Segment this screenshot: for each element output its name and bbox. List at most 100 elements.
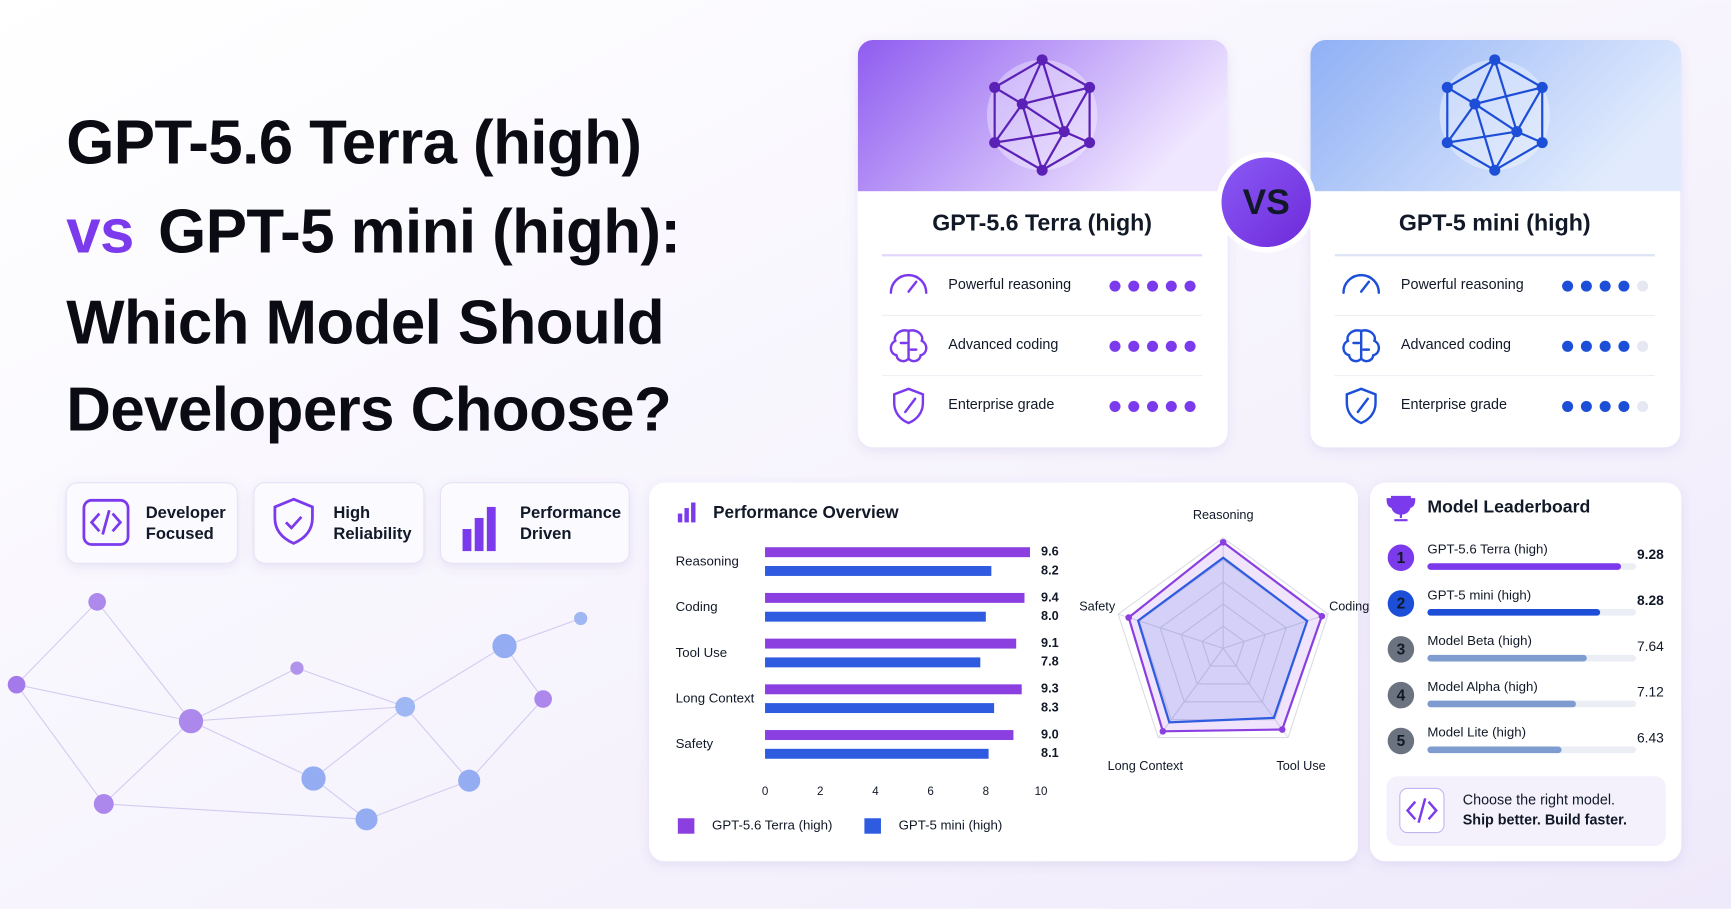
rating-dot (1562, 280, 1574, 292)
model-name: GPT-5 mini (high) (1399, 209, 1591, 235)
rating-dot (1618, 340, 1630, 352)
network-link (16, 684, 105, 805)
rating-dot-empty (1637, 400, 1649, 412)
bar (765, 730, 1014, 740)
rank-circle (1387, 636, 1415, 663)
rank-label: 5 (1397, 733, 1406, 750)
x-tick-label: 0 (762, 786, 768, 798)
badge-icon (284, 515, 303, 530)
radar-grid (1180, 603, 1266, 685)
rating-dot (1165, 400, 1177, 412)
score-bar (1427, 654, 1587, 662)
value-label: 8.3 (1041, 700, 1059, 714)
feature-icon (1345, 387, 1377, 425)
network-node (88, 593, 106, 611)
radar-grid (1117, 537, 1329, 739)
radar-spoke (1223, 613, 1329, 649)
rank-label: 2 (1397, 596, 1406, 613)
score-label: 7.12 (1637, 685, 1664, 700)
rank-circle (1387, 681, 1415, 709)
bar (765, 638, 1017, 649)
radar-label: Safety (1079, 600, 1116, 614)
vs-label: VS (1243, 183, 1290, 222)
network-node (7, 675, 26, 694)
feature-icon (892, 387, 925, 425)
value-label: 9.6 (1041, 545, 1059, 559)
badge-icon (82, 498, 130, 546)
badge-label: Reliability (333, 524, 412, 543)
badge-box (65, 482, 238, 564)
badge: Performance Driven (439, 482, 630, 564)
card-glow (1439, 59, 1550, 171)
network-link (103, 720, 192, 805)
model-name: Model Alpha (high) (1427, 679, 1537, 694)
x-tick-label: 6 (927, 786, 933, 798)
rating-dot (1109, 280, 1121, 292)
model-name: Model Beta (high) (1427, 633, 1531, 648)
legend-swatch (677, 818, 695, 834)
network-link (296, 667, 406, 708)
feature-icon (1342, 329, 1381, 363)
rating-dot (1599, 400, 1611, 412)
network-link (313, 706, 406, 779)
bar (765, 657, 981, 668)
rating-dot (1580, 400, 1592, 412)
panel-icon (684, 508, 689, 523)
rating-dot-empty (1637, 340, 1649, 352)
x-tick-label: 2 (817, 786, 823, 798)
footer-line: Ship better. Build faster. (1463, 812, 1627, 828)
legend-label: GPT-5 mini (high) (899, 817, 1003, 832)
feature-label: Enterprise grade (948, 397, 1054, 413)
panel-title: Performance Overview (713, 503, 899, 522)
rating-dot (1109, 340, 1121, 352)
category-label: Safety (676, 736, 714, 751)
network-link (16, 601, 98, 686)
rating-dot (1599, 340, 1611, 352)
x-tick-label: 8 (983, 786, 989, 798)
network-link (404, 706, 470, 782)
footer-icon (1405, 798, 1438, 823)
value-label: 7.8 (1041, 655, 1059, 669)
rating-dot (1618, 400, 1630, 412)
network-node (178, 708, 204, 734)
bar (765, 592, 1025, 603)
model-name: Model Lite (high) (1427, 725, 1526, 740)
value-label: 9.3 (1041, 682, 1059, 696)
network-link (190, 667, 298, 722)
badge-icon (486, 506, 496, 552)
network-link (366, 780, 470, 820)
feature-label: Powerful reasoning (948, 277, 1071, 293)
network-decoration (7, 593, 588, 831)
badge-icon (474, 517, 484, 552)
radar-grid (1159, 581, 1287, 703)
rank-label: 1 (1397, 550, 1406, 567)
radar-label: Long Context (1108, 759, 1184, 773)
badge-icon (273, 497, 314, 545)
score-bar (1427, 700, 1576, 708)
rating-dot (1562, 400, 1574, 412)
network-link (190, 706, 406, 722)
network-node (93, 793, 114, 814)
network-node (290, 661, 304, 675)
radar-point (1125, 614, 1132, 621)
panel-icon (691, 502, 696, 523)
rating-dot (1147, 400, 1159, 412)
footer-box (1386, 776, 1666, 846)
badge-label: Driven (520, 524, 572, 543)
card-glow (986, 59, 1098, 171)
radar-point (1318, 612, 1326, 620)
value-label: 9.1 (1041, 636, 1059, 650)
rating-dot (1128, 280, 1140, 292)
performance-panel: 0 2 4 6 8 10 Reasoning 9.6 8.2 Coding 9.4 8.0 Tool U… (649, 482, 1369, 862)
badge-label: Focused (146, 524, 214, 543)
score-label: 7.64 (1637, 639, 1664, 654)
network-link (96, 601, 192, 722)
score-bar (1427, 609, 1601, 616)
badge-label: High (333, 503, 370, 522)
value-label: 8.1 (1041, 746, 1059, 760)
rating-dot (1109, 400, 1121, 412)
legend-swatch (864, 818, 881, 834)
feature-icon (1342, 273, 1381, 294)
bar (765, 703, 995, 714)
rating-dot (1599, 280, 1611, 292)
